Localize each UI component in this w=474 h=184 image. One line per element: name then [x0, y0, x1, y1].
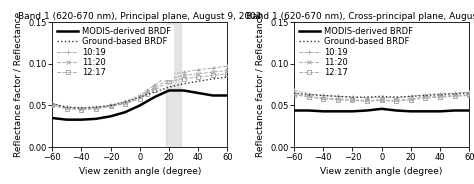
- X-axis label: View zenith angle (degree): View zenith angle (degree): [79, 167, 201, 176]
- Bar: [166, 22, 181, 147]
- Y-axis label: Reflectance factor / Reflectance: Reflectance factor / Reflectance: [255, 12, 264, 157]
- Legend: MODIS-derived BRDF, Ground-based BRDF, 10:19, 11:20, 12:17: MODIS-derived BRDF, Ground-based BRDF, 1…: [55, 25, 173, 80]
- Legend: MODIS-derived BRDF, Ground-based BRDF, 10:19, 11:20, 12:17: MODIS-derived BRDF, Ground-based BRDF, 1…: [297, 25, 416, 80]
- Y-axis label: Reflectance factor / Reflectance: Reflectance factor / Reflectance: [14, 12, 23, 157]
- X-axis label: View zenith angle (degree): View zenith angle (degree): [320, 167, 443, 176]
- Title: Band 1 (620-670 nm), Principal plane, August 9, 2002: Band 1 (620-670 nm), Principal plane, Au…: [18, 12, 262, 21]
- Title: Band 1 (620-670 nm), Cross-principal plane, August 9, 2002: Band 1 (620-670 nm), Cross-principal pla…: [246, 12, 474, 21]
